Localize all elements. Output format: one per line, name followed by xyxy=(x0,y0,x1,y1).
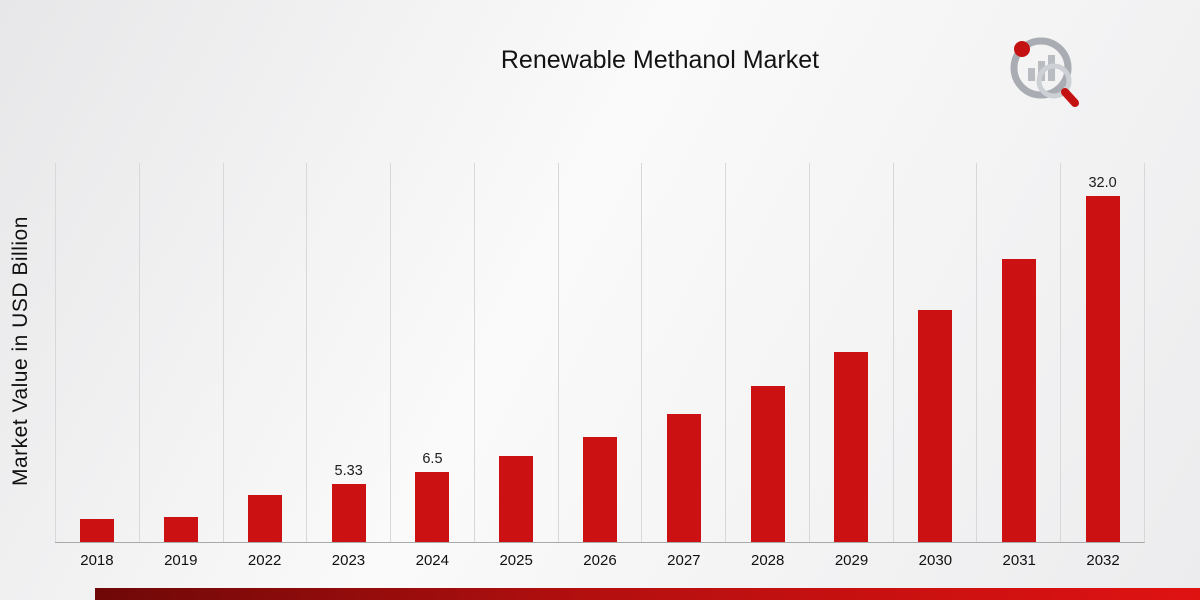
chart-column-2029 xyxy=(808,163,893,542)
chart-column-2032: 32.0 xyxy=(1060,163,1144,542)
x-axis-labels: 2018 2019 2022 2023 2024 2025 2026 2027 2028 2029… xyxy=(55,552,1145,569)
bar-2028 xyxy=(750,386,785,542)
x-tick-2019: 2019 xyxy=(164,552,198,569)
plot-area: 5.33 6.5 32.0 xyxy=(55,163,1145,543)
x-tick-2027: 2027 xyxy=(667,552,701,569)
chart-column-2030 xyxy=(892,163,977,542)
y-axis-label: Market Value in USD Billion xyxy=(9,216,32,486)
bar-2023 xyxy=(331,484,366,542)
page-title: Renewable Methanol Market xyxy=(500,46,820,74)
logo-magnifier-glass xyxy=(1036,63,1072,99)
logo-magnifier-handle xyxy=(1061,88,1079,107)
logo-red-dot xyxy=(1014,41,1030,57)
bar-2029 xyxy=(834,351,869,542)
bar-2022 xyxy=(247,494,282,542)
x-tick-2026: 2026 xyxy=(583,552,617,569)
x-tick-2022: 2022 xyxy=(247,552,282,569)
logo-ring xyxy=(1010,37,1072,99)
chart-column-2027 xyxy=(641,163,725,542)
bar-2024 xyxy=(415,471,450,542)
bar-2027 xyxy=(666,414,701,542)
bar-value-label-2032: 32.0 xyxy=(1088,174,1117,191)
bar-2025 xyxy=(499,456,534,542)
logo-bar-1 xyxy=(1028,68,1035,81)
x-tick-2029: 2029 xyxy=(834,552,869,569)
x-tick-2028: 2028 xyxy=(750,552,785,569)
footer-red-stripe xyxy=(95,588,1200,600)
bar-2032 xyxy=(1085,195,1120,542)
chart-column-2026 xyxy=(557,163,642,542)
bar-2018 xyxy=(80,519,115,542)
x-tick-2025: 2025 xyxy=(499,552,533,569)
chart-column-2028 xyxy=(725,163,809,542)
bar-2026 xyxy=(582,437,617,542)
x-tick-2018: 2018 xyxy=(80,552,114,569)
x-tick-2031: 2031 xyxy=(1002,552,1036,569)
x-tick-2032: 2032 xyxy=(1086,552,1120,569)
market-research-logo-icon xyxy=(1010,37,1079,107)
x-tick-2023: 2023 xyxy=(331,552,366,569)
bar-value-label-2024: 6.5 xyxy=(422,450,443,467)
chart-column-2022 xyxy=(222,163,307,542)
x-tick-2024: 2024 xyxy=(415,552,449,569)
chart-column-2023: 5.33 xyxy=(306,163,390,542)
chart-column-2031 xyxy=(976,163,1060,542)
bar-2030 xyxy=(918,310,953,542)
chart-column-2025 xyxy=(473,163,558,542)
chart-column-2024: 6.5 xyxy=(390,163,474,542)
chart-column-2018 xyxy=(55,163,139,542)
chart-column-2019 xyxy=(138,163,223,542)
bar-2031 xyxy=(1001,259,1036,542)
bar-2019 xyxy=(164,517,199,542)
x-tick-2030: 2030 xyxy=(918,552,953,569)
bar-value-label-2023: 5.33 xyxy=(334,463,363,480)
